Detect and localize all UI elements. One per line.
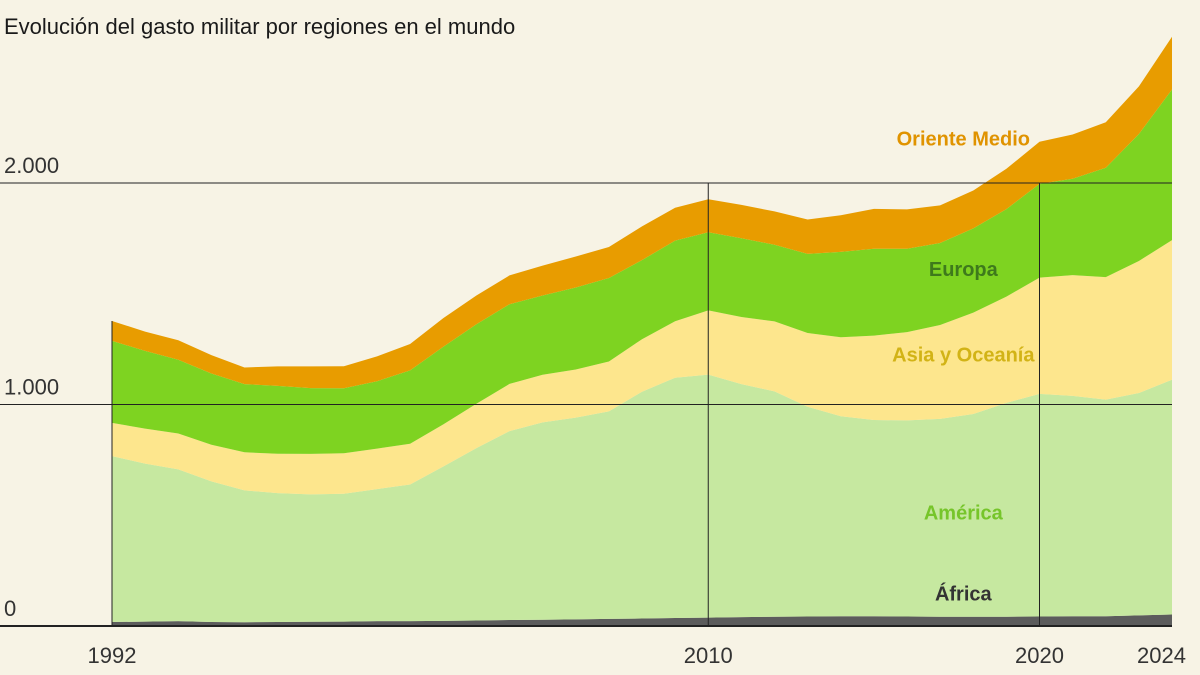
series-label-europa: Europa xyxy=(929,259,999,281)
x-tick-label: 1992 xyxy=(88,643,137,668)
labels-layer: Oriente Medio Europa Asia y Oceanía América… xyxy=(892,128,1035,605)
x-tick-label: 2024 xyxy=(1137,643,1186,668)
area-america xyxy=(112,374,1172,623)
y-tick-label: 0 xyxy=(4,596,16,621)
chart-title: Evolución del gasto militar por regiones… xyxy=(4,14,516,39)
series-label-africa: África xyxy=(935,583,993,606)
y-tick-label: 1.000 xyxy=(4,375,59,400)
x-tick-label: 2020 xyxy=(1015,643,1064,668)
y-tick-label: 2.000 xyxy=(4,153,59,178)
grid-layer: 0 1.000 2.000 1992 2010 2020 2024 xyxy=(0,153,1186,668)
series-label-oriente-medio: Oriente Medio xyxy=(897,128,1030,150)
area-europa xyxy=(112,89,1172,454)
series-label-asia-y-oceania: Asia y Oceanía xyxy=(892,344,1035,366)
x-tick-label: 2010 xyxy=(684,643,733,668)
area-asia-y-oceania xyxy=(112,240,1172,495)
series-label-america: América xyxy=(924,503,1004,525)
areas-layer xyxy=(112,36,1172,626)
area-oriente-medio xyxy=(112,36,1172,389)
area-africa xyxy=(112,614,1172,626)
